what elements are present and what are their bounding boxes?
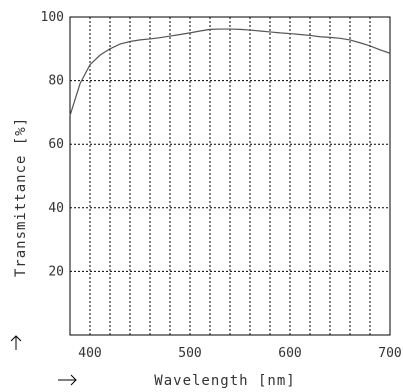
arrow-right-icon [58, 374, 77, 386]
y-axis-label: Transmittance [%] [13, 117, 29, 277]
grid [70, 17, 390, 335]
y-tick-label: 20 [48, 264, 64, 279]
x-axis-label: Wavelength [nm] [154, 373, 295, 389]
y-tick-label: 60 [48, 137, 64, 152]
x-tick-label: 600 [278, 346, 301, 361]
plot-frame [69, 16, 391, 336]
series-line-transmittance [69, 28, 391, 116]
arrow-up-icon [10, 335, 22, 350]
y-tick-label: 80 [48, 74, 64, 89]
x-tick-label: 400 [78, 346, 101, 361]
tick-labels: 20 40 60 80 100 400 500 600 700 [41, 10, 402, 361]
y-tick-label: 40 [48, 201, 64, 216]
y-tick-label: 100 [41, 10, 64, 25]
x-tick-label: 700 [378, 346, 401, 361]
x-tick-label: 500 [178, 346, 201, 361]
